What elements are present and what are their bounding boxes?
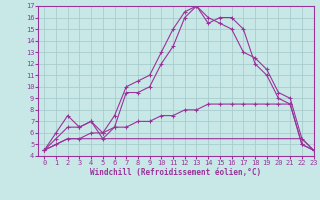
- X-axis label: Windchill (Refroidissement éolien,°C): Windchill (Refroidissement éolien,°C): [91, 168, 261, 177]
